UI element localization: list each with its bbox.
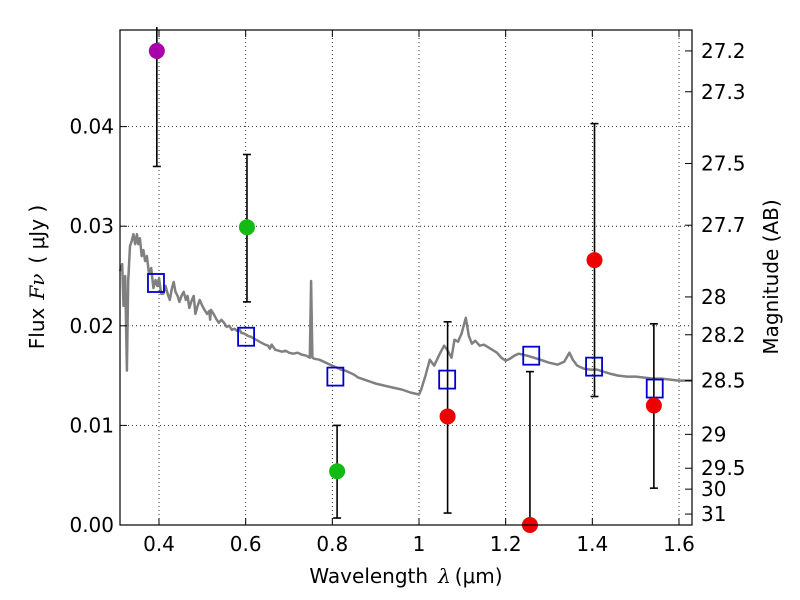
y-tick-label: 0.03 <box>69 214 114 238</box>
model-flux-point <box>522 345 541 366</box>
x-tick-label: 0.4 <box>143 532 175 556</box>
magnitude-tick-label: 27.5 <box>701 151 746 175</box>
axis-ticks: 0.4 0.6 0.8 1 1.2 1.4 1.6 0.00 0.01 0.02 0.03 0.04 2… <box>69 30 746 556</box>
y-axis-label-right: Magnitude (AB) <box>759 199 783 354</box>
model-flux-point <box>147 273 165 293</box>
x-tick-label: 1.4 <box>576 532 608 556</box>
y-tick-label: 0.00 <box>69 513 114 537</box>
plot-frame <box>119 29 693 526</box>
model-photometry-points <box>147 273 664 399</box>
sed-line <box>118 232 692 396</box>
magnitude-tick-label: 27.7 <box>701 213 746 237</box>
magnitude-tick-label: 30 <box>701 477 726 501</box>
x-tick-label: 1.6 <box>663 532 695 556</box>
x-tick-label: 1 <box>413 532 426 556</box>
magnitude-tick-label: 29.5 <box>701 456 746 480</box>
model-flux-point <box>237 326 256 347</box>
magnitude-tick-label: 27.3 <box>701 80 746 104</box>
model-flux-point <box>438 369 457 390</box>
x-tick-label: 1.2 <box>490 532 522 556</box>
observed-flux-point <box>645 397 662 414</box>
y-tick-label: 0.01 <box>69 413 114 437</box>
observed-flux-point <box>586 252 603 269</box>
error-bars <box>152 27 658 526</box>
sed-model-curve <box>118 232 692 396</box>
model-flux-point <box>645 378 664 399</box>
magnitude-tick-label: 29 <box>701 422 726 446</box>
magnitude-tick-label: 31 <box>701 502 726 526</box>
observed-flux-point <box>148 42 165 59</box>
magnitude-tick-label: 28.2 <box>701 323 746 347</box>
magnitude-tick-label: 28.5 <box>701 369 746 393</box>
x-tick-label: 0.6 <box>230 532 262 556</box>
x-axis-label: Wavelength λ (μm) <box>309 564 502 588</box>
x-tick-label: 0.8 <box>316 532 348 556</box>
magnitude-tick-label: 28 <box>701 285 726 309</box>
y-axis-label-left: FluxFν( μJy ) <box>25 205 49 349</box>
observed-flux-point <box>439 408 456 425</box>
observed-flux-point <box>329 463 346 480</box>
grid-lines <box>120 30 692 526</box>
model-flux-point <box>585 356 603 377</box>
magnitude-tick-label: 27.2 <box>701 39 746 63</box>
y-tick-label: 0.02 <box>69 314 114 338</box>
observed-flux-point <box>238 219 255 236</box>
observed-photometry-points <box>148 42 662 533</box>
model-flux-point <box>326 366 345 387</box>
y-tick-label: 0.04 <box>69 115 114 139</box>
